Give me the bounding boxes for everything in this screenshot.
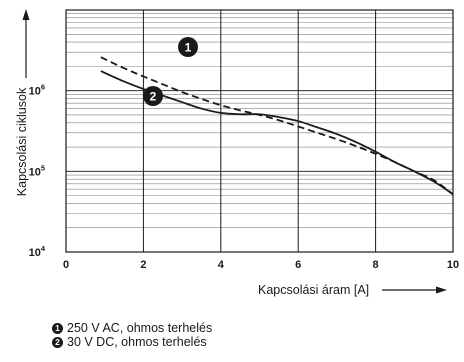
series-marker-label-2: 2 (150, 90, 157, 104)
legend-item-2: 2 30 V DC, ohmos terhelés (52, 335, 212, 349)
plot-frame (65, 9, 454, 253)
series-marker-2 (143, 86, 163, 106)
y-axis-arrow-head (22, 9, 30, 20)
x-axis-arrow-head (436, 286, 447, 294)
x-tick-label: 2 (140, 259, 146, 271)
series-line-1 (100, 56, 454, 195)
legend-label-1: 250 V AC, ohmos terhelés (67, 321, 213, 335)
legend: 1 250 V AC, ohmos terhelés 2 30 V DC, oh… (52, 321, 212, 349)
x-tick-label: 6 (295, 259, 301, 271)
x-tick-label: 4 (218, 259, 225, 271)
legend-label-2: 30 V DC, ohmos terhelés (67, 335, 207, 349)
grid-lines (66, 10, 453, 252)
legend-badge-2: 2 (52, 336, 63, 348)
x-tick-label: 0 (63, 259, 69, 271)
x-tick-label: 10 (447, 259, 459, 271)
y-tick-label: 104 (29, 244, 46, 259)
x-axis-title: Kapcsolási áram [A] (258, 283, 369, 297)
y-tick-label: 105 (29, 163, 45, 178)
y-tick-label: 106 (29, 83, 45, 98)
legend-badge-1: 1 (52, 322, 63, 334)
series-marker-1 (178, 37, 198, 57)
series-markers: 12 (143, 37, 198, 106)
y-axis-title: Kapcsolási ciklusok (15, 87, 29, 196)
tick-labels: 0 2 4 6 8 10 104 105 106 (29, 83, 460, 271)
series-marker-label-1: 1 (185, 41, 192, 55)
series-lines (100, 56, 454, 195)
x-tick-label: 8 (373, 259, 379, 271)
legend-item-1: 1 250 V AC, ohmos terhelés (52, 321, 212, 335)
